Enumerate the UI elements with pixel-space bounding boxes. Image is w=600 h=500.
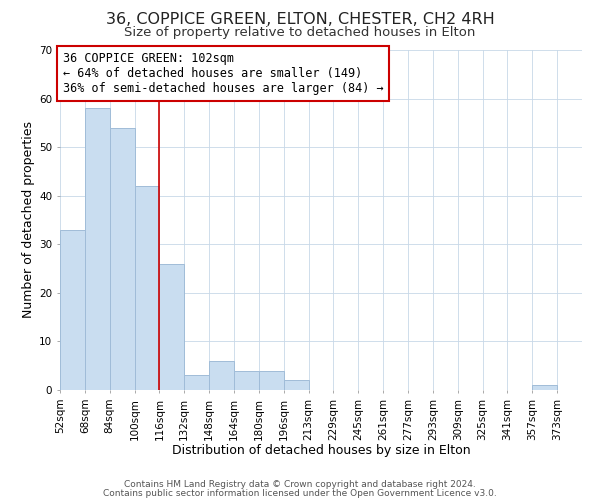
Bar <box>234 370 259 390</box>
Bar <box>532 385 557 390</box>
Bar <box>259 370 284 390</box>
Text: Contains HM Land Registry data © Crown copyright and database right 2024.: Contains HM Land Registry data © Crown c… <box>124 480 476 489</box>
Text: 36, COPPICE GREEN, ELTON, CHESTER, CH2 4RH: 36, COPPICE GREEN, ELTON, CHESTER, CH2 4… <box>106 12 494 28</box>
Text: Size of property relative to detached houses in Elton: Size of property relative to detached ho… <box>124 26 476 39</box>
Y-axis label: Number of detached properties: Number of detached properties <box>22 122 35 318</box>
Bar <box>134 186 160 390</box>
Text: 36 COPPICE GREEN: 102sqm
← 64% of detached houses are smaller (149)
36% of semi-: 36 COPPICE GREEN: 102sqm ← 64% of detach… <box>62 52 383 94</box>
Bar <box>209 361 234 390</box>
Bar <box>110 128 134 390</box>
Bar <box>184 376 209 390</box>
Bar <box>85 108 110 390</box>
Bar <box>60 230 85 390</box>
X-axis label: Distribution of detached houses by size in Elton: Distribution of detached houses by size … <box>172 444 470 457</box>
Bar <box>160 264 184 390</box>
Text: Contains public sector information licensed under the Open Government Licence v3: Contains public sector information licen… <box>103 488 497 498</box>
Bar <box>284 380 308 390</box>
